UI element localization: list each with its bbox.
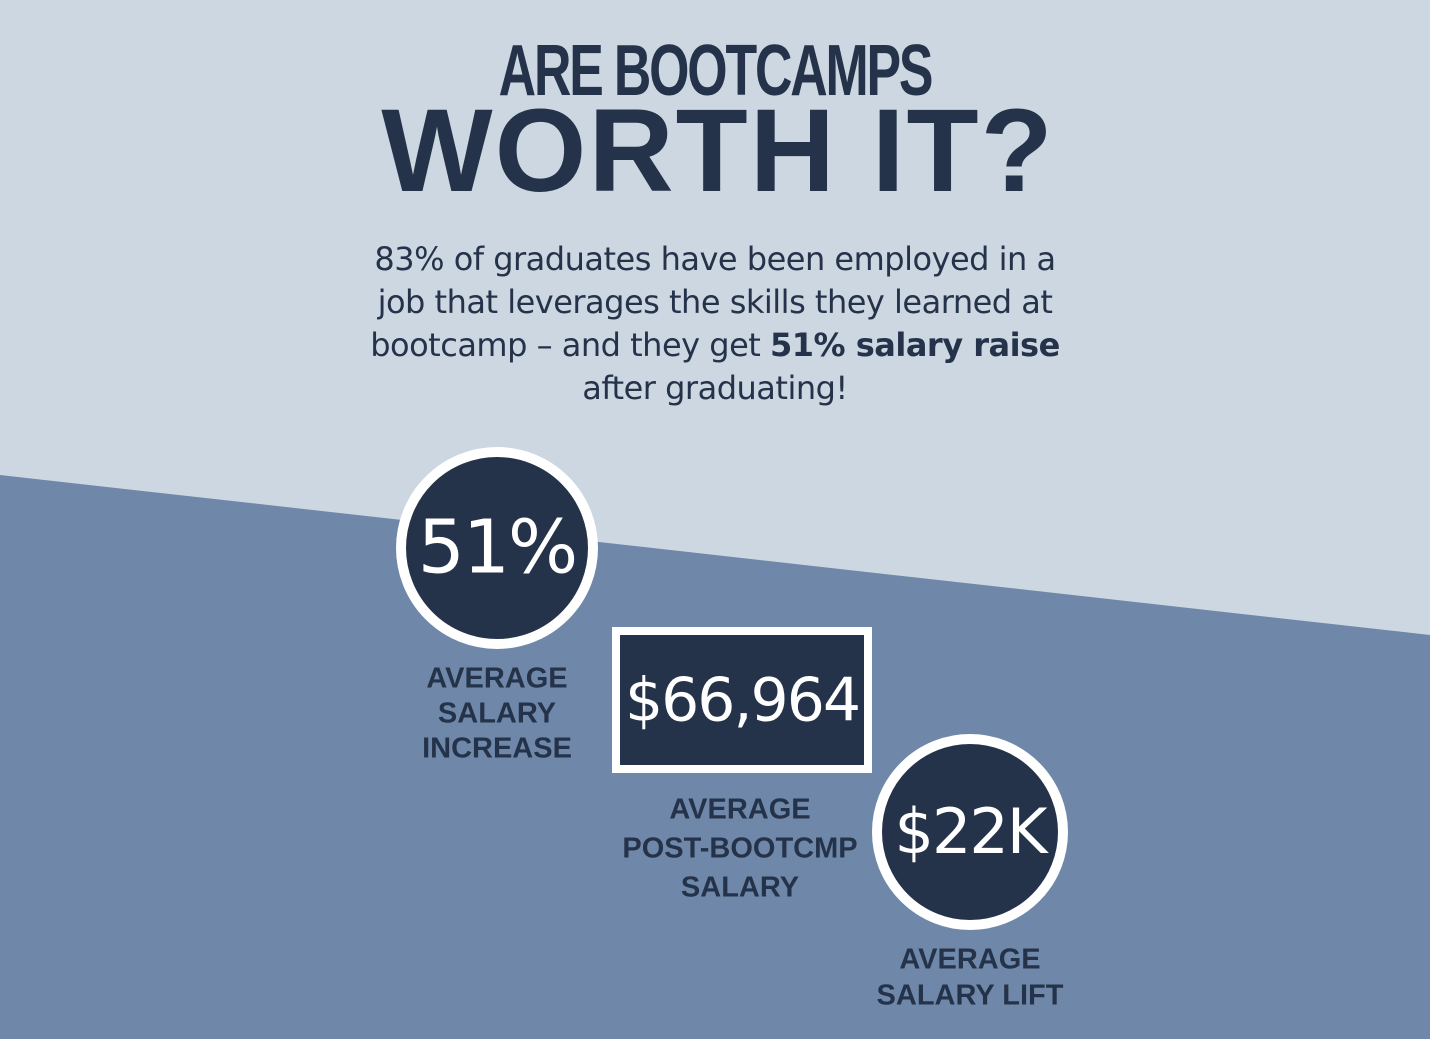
stat-label: POST-BOOTCMP bbox=[622, 833, 857, 865]
intro-lead: 83% of graduates have been employed in a… bbox=[370, 240, 1056, 364]
stat-label: AVERAGE bbox=[899, 944, 1040, 976]
stat-label: SALARY bbox=[681, 872, 799, 904]
intro: 83% of graduates have been employed in a… bbox=[370, 238, 1060, 410]
stat-value: 51% bbox=[418, 505, 576, 591]
intro-highlight: 51% salary raise bbox=[769, 326, 1060, 364]
kicker: ARE BOOTCAMPS bbox=[499, 31, 932, 111]
stat-label: SALARY LIFT bbox=[877, 980, 1064, 1012]
intro-tail: after graduating! bbox=[582, 369, 848, 407]
stat-label: SALARY bbox=[438, 698, 556, 730]
stat-badge bbox=[396, 447, 598, 649]
stat-label: INCREASE bbox=[422, 733, 572, 765]
stat-label: AVERAGE bbox=[426, 663, 567, 695]
stat-value: $22K bbox=[895, 795, 1049, 868]
stats: 51%AVERAGESALARYINCREASE$66,964AVERAGEPO… bbox=[396, 447, 1068, 1012]
title: WORTH IT? bbox=[381, 85, 1054, 217]
stat-badge bbox=[872, 734, 1068, 930]
stat-label: AVERAGE bbox=[669, 794, 810, 826]
stat-badge bbox=[612, 627, 872, 773]
stat-value: $66,964 bbox=[625, 666, 859, 736]
